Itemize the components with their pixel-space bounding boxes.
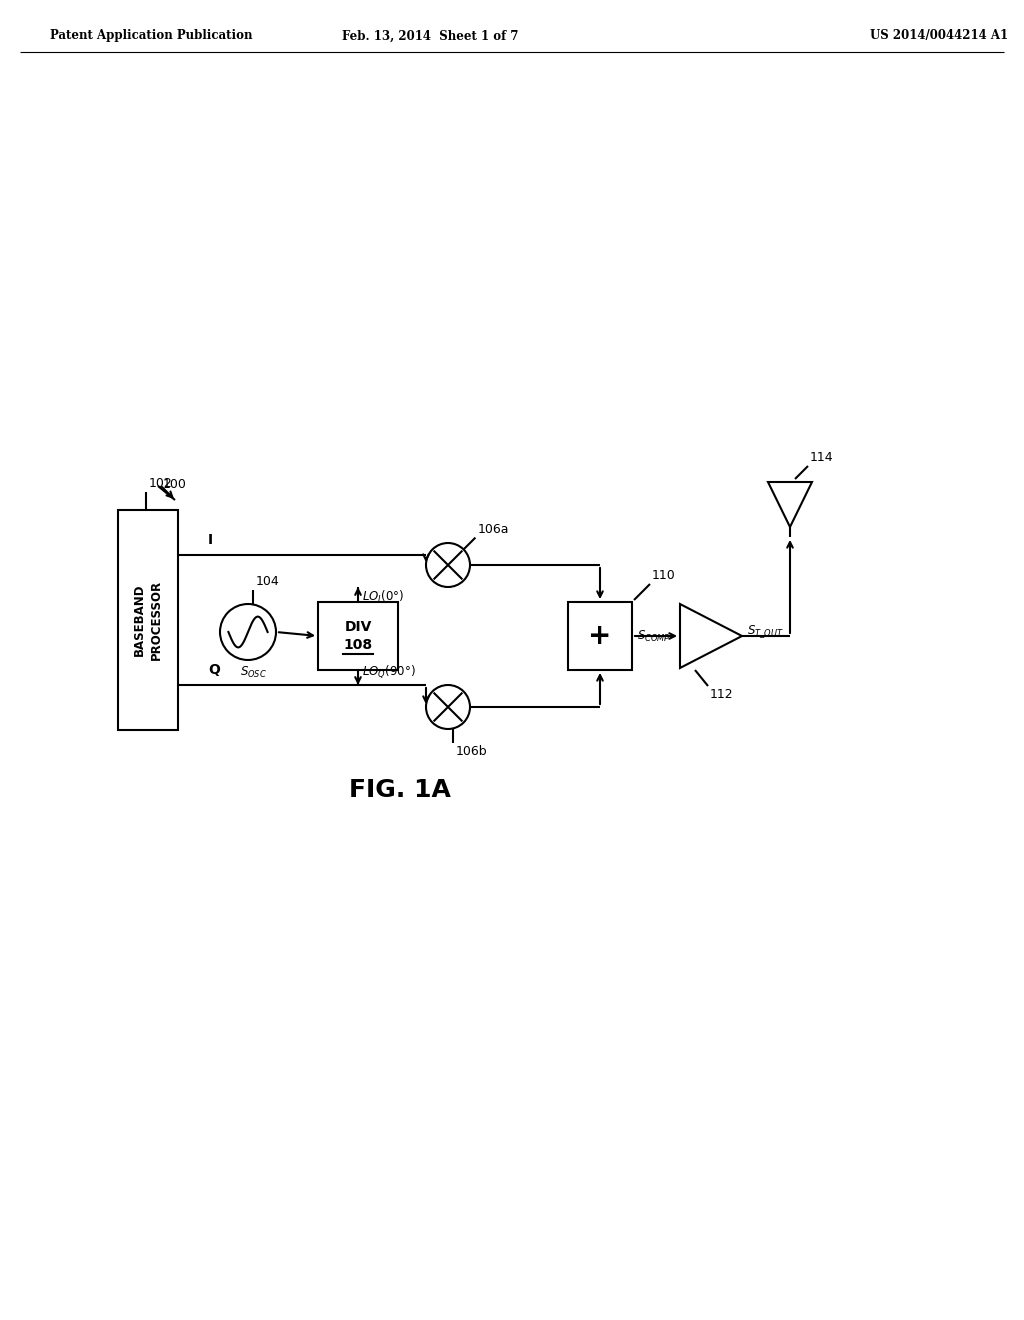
Text: 114: 114 <box>810 451 834 465</box>
Text: $S_{COMP}$: $S_{COMP}$ <box>637 628 671 644</box>
Text: I: I <box>208 533 213 546</box>
Text: 106a: 106a <box>477 523 509 536</box>
Text: 112: 112 <box>710 688 733 701</box>
Text: DIV: DIV <box>344 620 372 634</box>
Text: 108: 108 <box>343 638 373 652</box>
Text: 102: 102 <box>150 477 173 490</box>
Text: $LO_I(0°)$: $LO_I(0°)$ <box>362 589 404 605</box>
Text: $LO_Q(90°)$: $LO_Q(90°)$ <box>362 663 416 680</box>
Text: FIG. 1A: FIG. 1A <box>349 777 451 803</box>
Bar <box>118 510 178 730</box>
Text: 106b: 106b <box>456 744 487 758</box>
Bar <box>318 602 398 671</box>
Text: 100: 100 <box>163 478 186 491</box>
Text: $S_{OSC}$: $S_{OSC}$ <box>240 665 266 680</box>
Text: US 2014/0044214 A1: US 2014/0044214 A1 <box>870 29 1008 42</box>
Text: $S_{T\_OUT}$: $S_{T\_OUT}$ <box>746 623 783 640</box>
Text: BASEBAND
PROCESSOR: BASEBAND PROCESSOR <box>133 579 163 660</box>
Text: +: + <box>589 622 611 649</box>
Text: Q: Q <box>208 663 220 677</box>
Bar <box>568 602 632 671</box>
Text: Patent Application Publication: Patent Application Publication <box>50 29 253 42</box>
Text: Feb. 13, 2014  Sheet 1 of 7: Feb. 13, 2014 Sheet 1 of 7 <box>342 29 518 42</box>
Text: 110: 110 <box>652 569 676 582</box>
Text: 104: 104 <box>256 576 280 587</box>
